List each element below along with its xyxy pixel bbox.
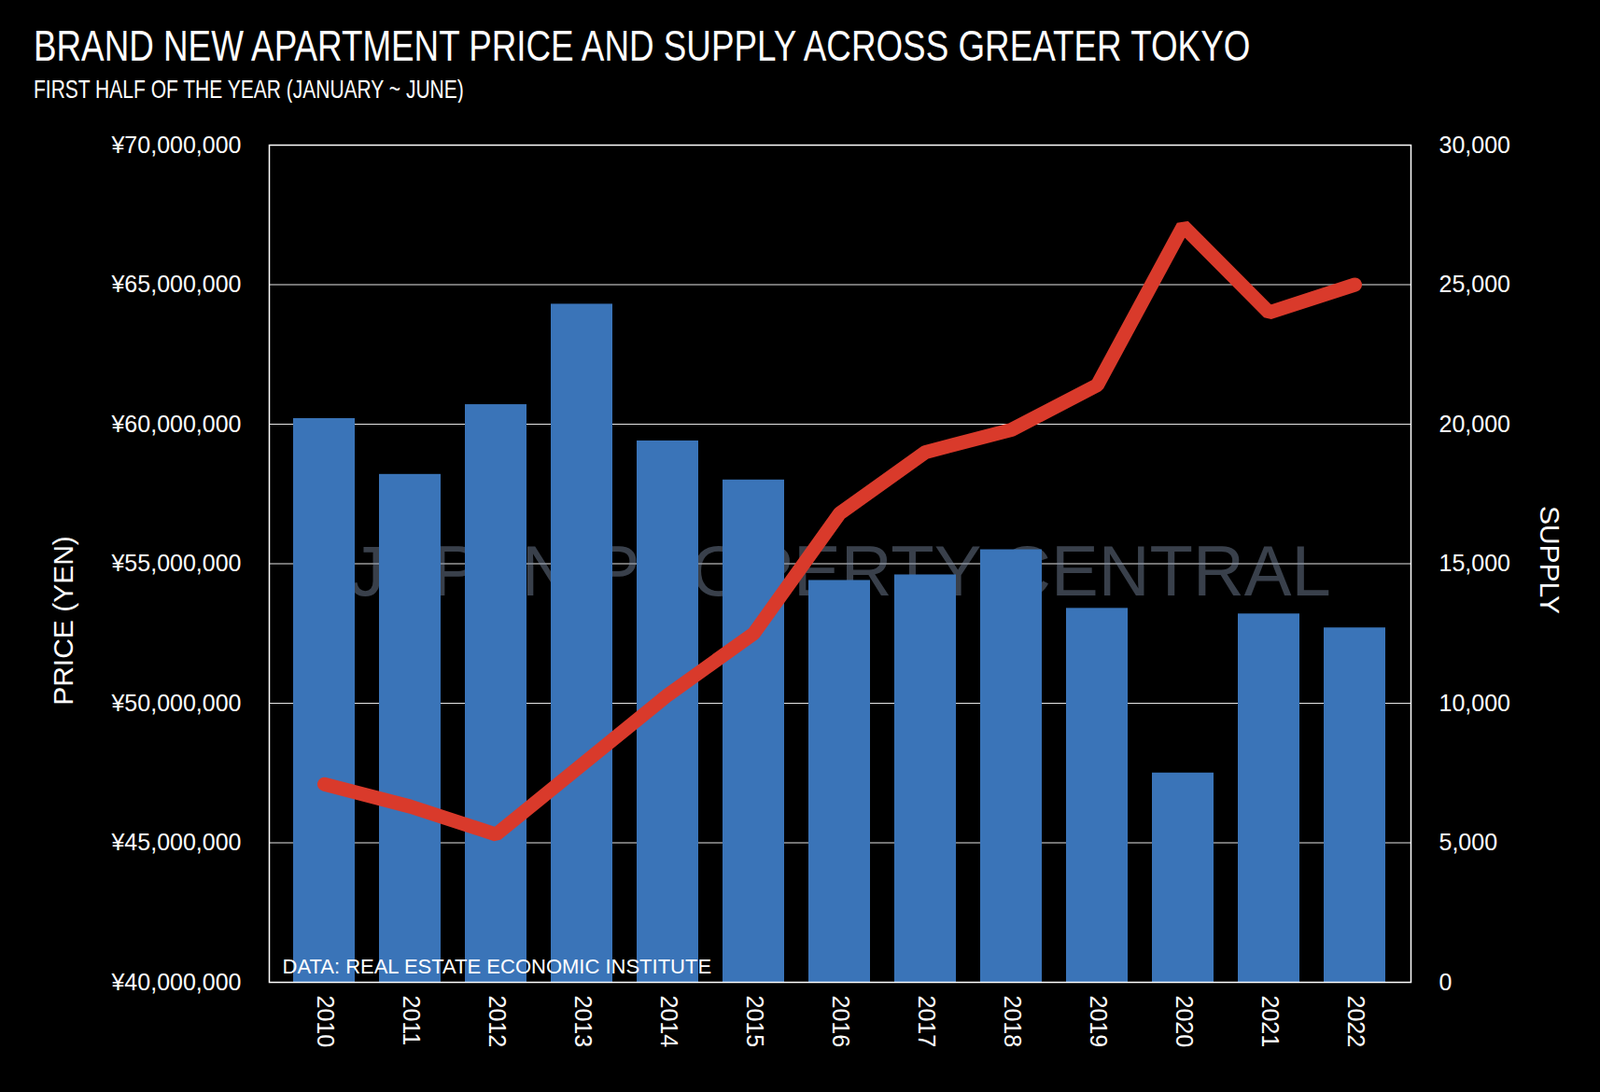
svg-text:¥70,000,000: ¥70,000,000	[110, 131, 241, 158]
svg-text:2018: 2018	[999, 996, 1026, 1049]
svg-text:¥65,000,000: ¥65,000,000	[110, 270, 241, 297]
html-text:PRICE (YEN): PRICE (YEN)	[47, 536, 79, 706]
svg-text:20,000: 20,000	[1439, 410, 1511, 437]
svg-text:2017: 2017	[913, 996, 941, 1049]
svg-text:10,000: 10,000	[1439, 689, 1511, 716]
svg-text:2014: 2014	[656, 996, 683, 1049]
svg-text:2019: 2019	[1085, 996, 1112, 1049]
svg-text:¥45,000,000: ¥45,000,000	[110, 828, 241, 856]
svg-text:¥55,000,000: ¥55,000,000	[110, 549, 241, 576]
svg-text:2022: 2022	[1343, 996, 1370, 1049]
svg-text:25,000: 25,000	[1439, 270, 1511, 297]
svg-text:2010: 2010	[312, 996, 339, 1049]
html-text:SUPPLY: SUPPLY	[1534, 505, 1566, 615]
svg-text:2020: 2020	[1171, 996, 1198, 1049]
svg-text:2021: 2021	[1257, 996, 1284, 1049]
svg-text:2011: 2011	[398, 996, 425, 1047]
svg-text:2012: 2012	[484, 996, 511, 1049]
svg-text:¥40,000,000: ¥40,000,000	[110, 968, 241, 996]
html-text:BRAND NEW APARTMENT PRICE AND: BRAND NEW APARTMENT PRICE AND SUPPLY ACR…	[33, 21, 1251, 71]
svg-text:2013: 2013	[570, 996, 597, 1049]
svg-text:2015: 2015	[742, 996, 769, 1049]
svg-text:DATA: REAL ESTATE ECONOMIC INS: DATA: REAL ESTATE ECONOMIC INSTITUTE	[282, 954, 713, 979]
svg-text:30,000: 30,000	[1439, 131, 1511, 158]
svg-text:0: 0	[1439, 968, 1453, 996]
svg-text:¥50,000,000: ¥50,000,000	[110, 689, 241, 716]
svg-text:5,000: 5,000	[1439, 828, 1499, 856]
html-text:FIRST HALF OF THE YEAR (JANUAR: FIRST HALF OF THE YEAR (JANUARY ~ JUNE)	[33, 74, 464, 104]
svg-text:2016: 2016	[828, 996, 855, 1049]
svg-text:¥60,000,000: ¥60,000,000	[110, 410, 241, 437]
svg-text:15,000: 15,000	[1439, 549, 1511, 576]
